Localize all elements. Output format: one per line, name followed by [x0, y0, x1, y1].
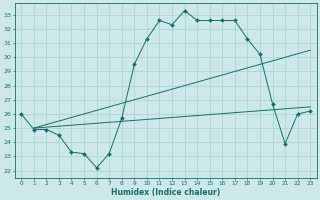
X-axis label: Humidex (Indice chaleur): Humidex (Indice chaleur) [111, 188, 220, 197]
